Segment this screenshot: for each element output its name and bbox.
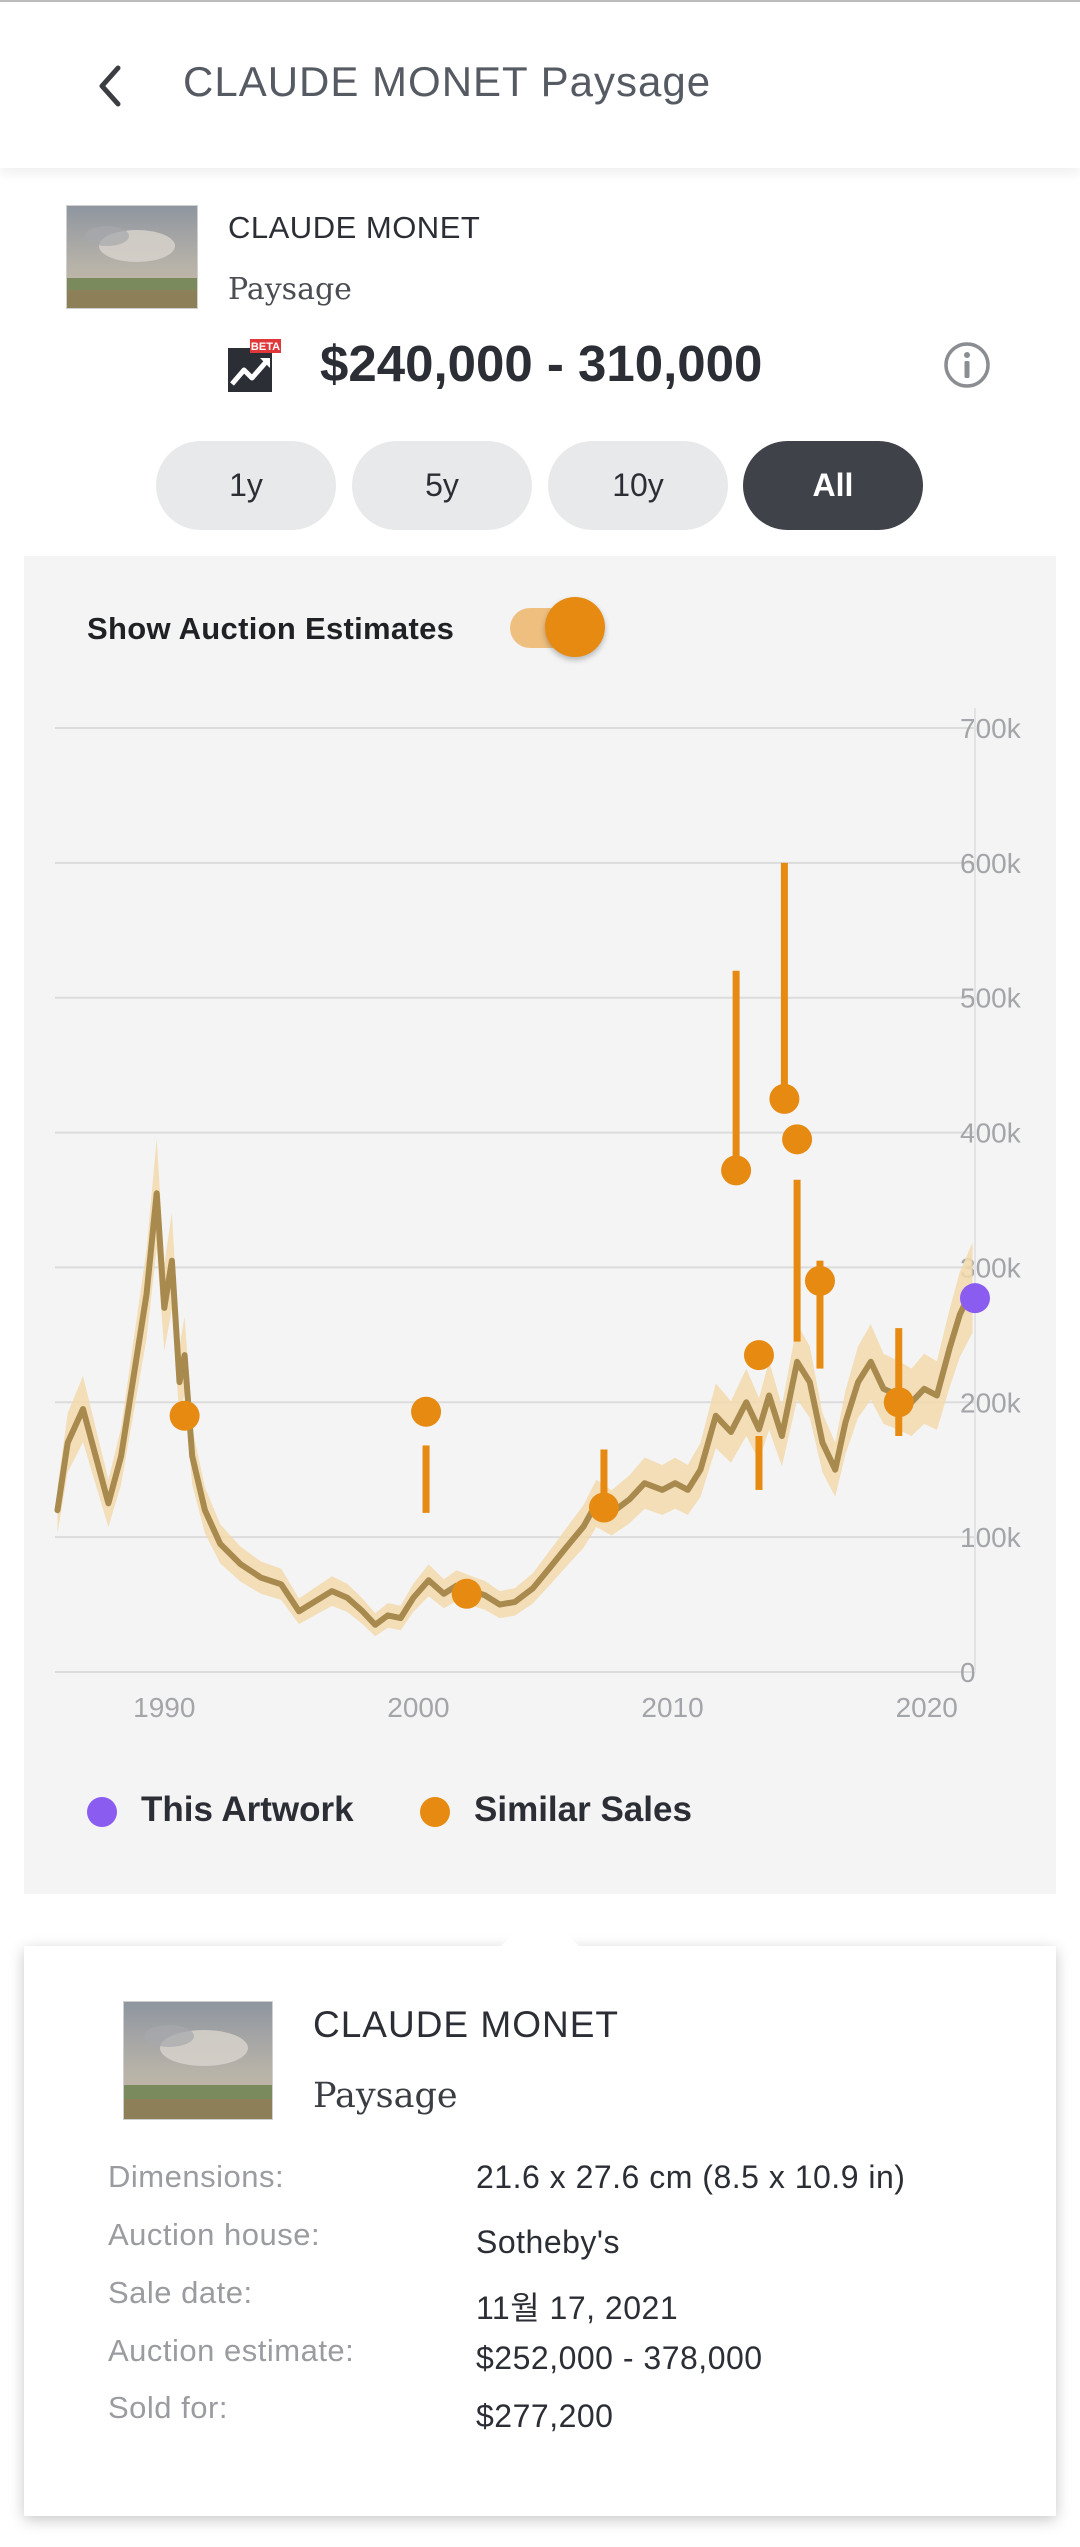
similar-sale-point (451, 1578, 482, 1609)
popover-thumbnail (123, 2001, 273, 2120)
y-tick-label: 200k (960, 1387, 1022, 1418)
range-tab-all[interactable]: All (743, 441, 923, 530)
detail-value-auction-house: Sotheby's (476, 2224, 621, 2260)
popover-title: Paysage (313, 2076, 458, 2116)
landscape-painting-image (124, 2002, 272, 2119)
auction-estimate-bar (422, 1445, 430, 1513)
y-tick-label: 0 (960, 1657, 976, 1688)
auction-estimate-bar (600, 1449, 608, 1511)
this-artwork-legend-dot (87, 1797, 117, 1827)
y-tick-label: 700k (960, 713, 1022, 744)
detail-value-sale-date: 11월 17, 2021 (476, 2290, 679, 2326)
similar-sale-point (782, 1124, 813, 1155)
similar-sale-point (588, 1492, 619, 1523)
auction-estimate-bar (755, 1436, 763, 1490)
detail-value-sold-for: $277,200 (476, 2398, 614, 2434)
artwork-thumbnail[interactable] (66, 205, 198, 309)
similar-sale-point (169, 1400, 200, 1431)
detail-label-auction-house: Auction house: (108, 2217, 321, 2252)
similar-sale-point (769, 1083, 800, 1114)
info-button[interactable] (942, 340, 992, 390)
y-tick-label: 100k (960, 1522, 1022, 1553)
beta-badge: BETA (251, 341, 280, 353)
similar-sale-point (883, 1387, 914, 1418)
app-header: CLAUDE MONET Paysage (0, 2, 1080, 168)
similar-sale-point (743, 1340, 774, 1371)
legend-this-artwork: This Artwork (141, 1790, 354, 1829)
auction-estimate-bar (816, 1260, 824, 1369)
estimate-range: $240,000 - 310,000 (320, 335, 763, 392)
artwork-artist: CLAUDE MONET (228, 210, 481, 245)
status-divider (0, 0, 1080, 2)
page-title: CLAUDE MONET Paysage (183, 58, 712, 105)
this-artwork-point (960, 1283, 990, 1314)
range-tab-10y[interactable]: 10y (548, 441, 728, 530)
detail-value-auction-estimate: $252,000 - 378,000 (476, 2340, 763, 2376)
detail-label-sold-for: Sold for: (108, 2390, 228, 2425)
detail-label-dimensions: Dimensions: (108, 2159, 285, 2194)
similar-sale-point (804, 1265, 835, 1296)
artwork-title: Paysage (228, 272, 352, 307)
back-button[interactable] (90, 56, 140, 116)
x-tick-label: 1990 (133, 1692, 195, 1723)
similar-sale-point (721, 1155, 752, 1186)
auction-estimates-toggle-label: Show Auction Estimates (87, 611, 455, 646)
legend-similar-sales: Similar Sales (474, 1790, 692, 1829)
price-trend-beta-icon: BETA (226, 338, 282, 394)
trending-up-icon: BETA (228, 339, 281, 392)
auction-estimate-bar (895, 1328, 903, 1436)
range-tab-1y[interactable]: 1y (156, 441, 336, 530)
trend-line (54, 1190, 976, 1628)
auction-estimate-bar (780, 862, 788, 1099)
detail-label-sale-date: Sale date: (108, 2275, 253, 2310)
trend-confidence-band (57, 1138, 973, 1637)
x-tick-label: 2000 (387, 1692, 449, 1723)
toggle-knob[interactable] (545, 597, 605, 657)
auction-estimate-bar (732, 970, 740, 1171)
y-tick-label: 600k (960, 848, 1022, 879)
popover-artist: CLAUDE MONET (313, 2004, 619, 2045)
similar-sales-legend-dot (420, 1797, 450, 1827)
x-tick-label: 2020 (896, 1692, 958, 1723)
similar-sale-point (411, 1396, 442, 1427)
detail-value-dimensions: 21.6 x 27.6 cm (8.5 x 10.9 in) (476, 2159, 906, 2195)
detail-label-auction-estimate: Auction estimate: (108, 2333, 355, 2368)
chevron-left-icon (99, 65, 121, 107)
popover-pointer (500, 1907, 580, 1947)
info-icon (944, 342, 990, 388)
auction-estimate-bar (793, 1179, 801, 1342)
landscape-painting-image (67, 206, 197, 308)
x-tick-label: 2010 (641, 1692, 703, 1723)
range-tab-5y[interactable]: 5y (352, 441, 532, 530)
y-tick-label: 500k (960, 983, 1022, 1014)
y-tick-label: 400k (960, 1118, 1022, 1149)
